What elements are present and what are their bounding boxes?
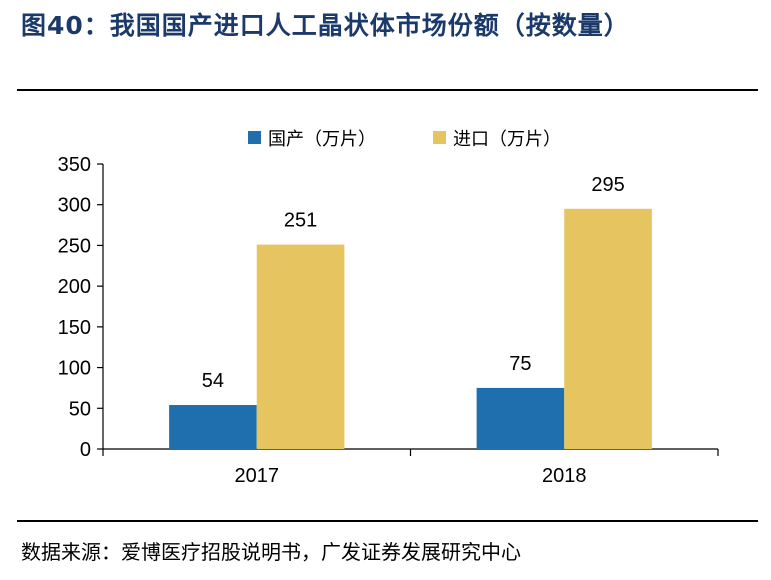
y-tick-label: 50 [69, 398, 91, 420]
legend-label: 国产（万片） [268, 129, 376, 150]
y-axis: 0 50 100 150 200 250 300 350 [58, 154, 104, 461]
bottom-rule [17, 520, 758, 522]
x-category-label: 2017 [235, 465, 280, 487]
y-tick-label: 200 [58, 276, 91, 298]
data-label: 54 [202, 370, 224, 392]
source-note: 数据来源：爱博医疗招股说明书，广发证券发展研究中心 [21, 540, 521, 564]
y-tick-label: 250 [58, 235, 91, 257]
data-label: 75 [509, 353, 531, 375]
top-rule [17, 89, 758, 91]
x-category-label: 2018 [542, 465, 587, 487]
legend-swatch [248, 131, 261, 144]
data-label: 295 [591, 174, 624, 196]
data-labels: 54 251 75 295 [202, 174, 625, 392]
bar [169, 405, 257, 449]
legend-swatch [433, 131, 446, 144]
x-axis: 2017 2018 [102, 448, 719, 487]
bars [169, 208, 652, 449]
bar [256, 244, 345, 449]
data-label: 251 [284, 210, 317, 232]
y-tick-label: 100 [58, 358, 91, 380]
y-tick-label: 300 [58, 195, 91, 217]
y-tick-label: 150 [58, 317, 91, 339]
figure-title: 图40：我国国产进口人工晶状体市场份额（按数量） [21, 11, 630, 40]
bar [564, 208, 652, 449]
legend: 国产（万片） 进口（万片） [248, 129, 561, 150]
legend-label: 进口（万片） [453, 129, 561, 150]
y-tick-label: 0 [80, 439, 91, 461]
y-tick-label: 350 [58, 154, 91, 176]
bar [476, 387, 565, 449]
